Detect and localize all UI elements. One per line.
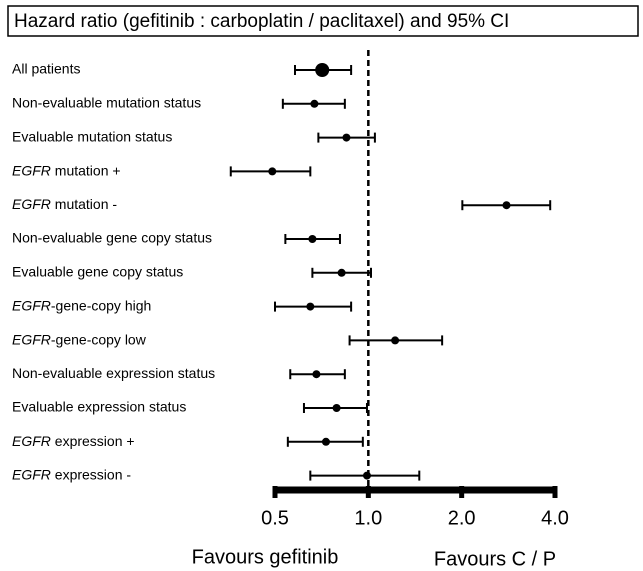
x-tick-label: 1.0	[354, 507, 382, 529]
point	[312, 370, 321, 379]
category-label: EGFR expression +	[12, 433, 135, 449]
point	[332, 404, 341, 412]
point	[308, 235, 317, 243]
chart-title: Hazard ratio (gefitinib : carboplatin / …	[14, 11, 509, 32]
category-label: EGFR-gene-copy low	[12, 331, 147, 347]
category-label: EGFR-gene-copy high	[12, 297, 151, 313]
category-label: Non-evaluable gene copy status	[12, 230, 212, 246]
category-label: Non-evaluable mutation status	[12, 95, 201, 111]
category-label: Non-evaluable expression status	[12, 365, 215, 381]
category-label: Evaluable expression status	[12, 399, 186, 415]
title-box	[7, 5, 639, 37]
point	[315, 63, 330, 77]
x-tick-label: 2.0	[448, 507, 476, 529]
category-label: EGFR expression -	[12, 466, 131, 482]
point	[337, 268, 346, 277]
point	[310, 99, 319, 108]
category-label: All patients	[12, 61, 80, 77]
category-label: EGFR mutation -	[12, 196, 117, 212]
category-label: Evaluable mutation status	[12, 128, 172, 144]
point	[306, 302, 315, 311]
annotation: Favours C / P	[434, 548, 556, 570]
point	[321, 437, 330, 446]
point	[502, 201, 511, 210]
point	[362, 471, 371, 480]
annotation: Favours gefitinib	[192, 546, 339, 568]
x-tick-label: 4.0	[541, 507, 569, 529]
point	[268, 167, 277, 176]
category-label: EGFR mutation +	[12, 162, 121, 178]
point	[391, 336, 400, 345]
category-label: Evaluable gene copy status	[12, 264, 183, 280]
x-tick-label: 0.5	[261, 507, 289, 529]
point	[342, 133, 351, 142]
